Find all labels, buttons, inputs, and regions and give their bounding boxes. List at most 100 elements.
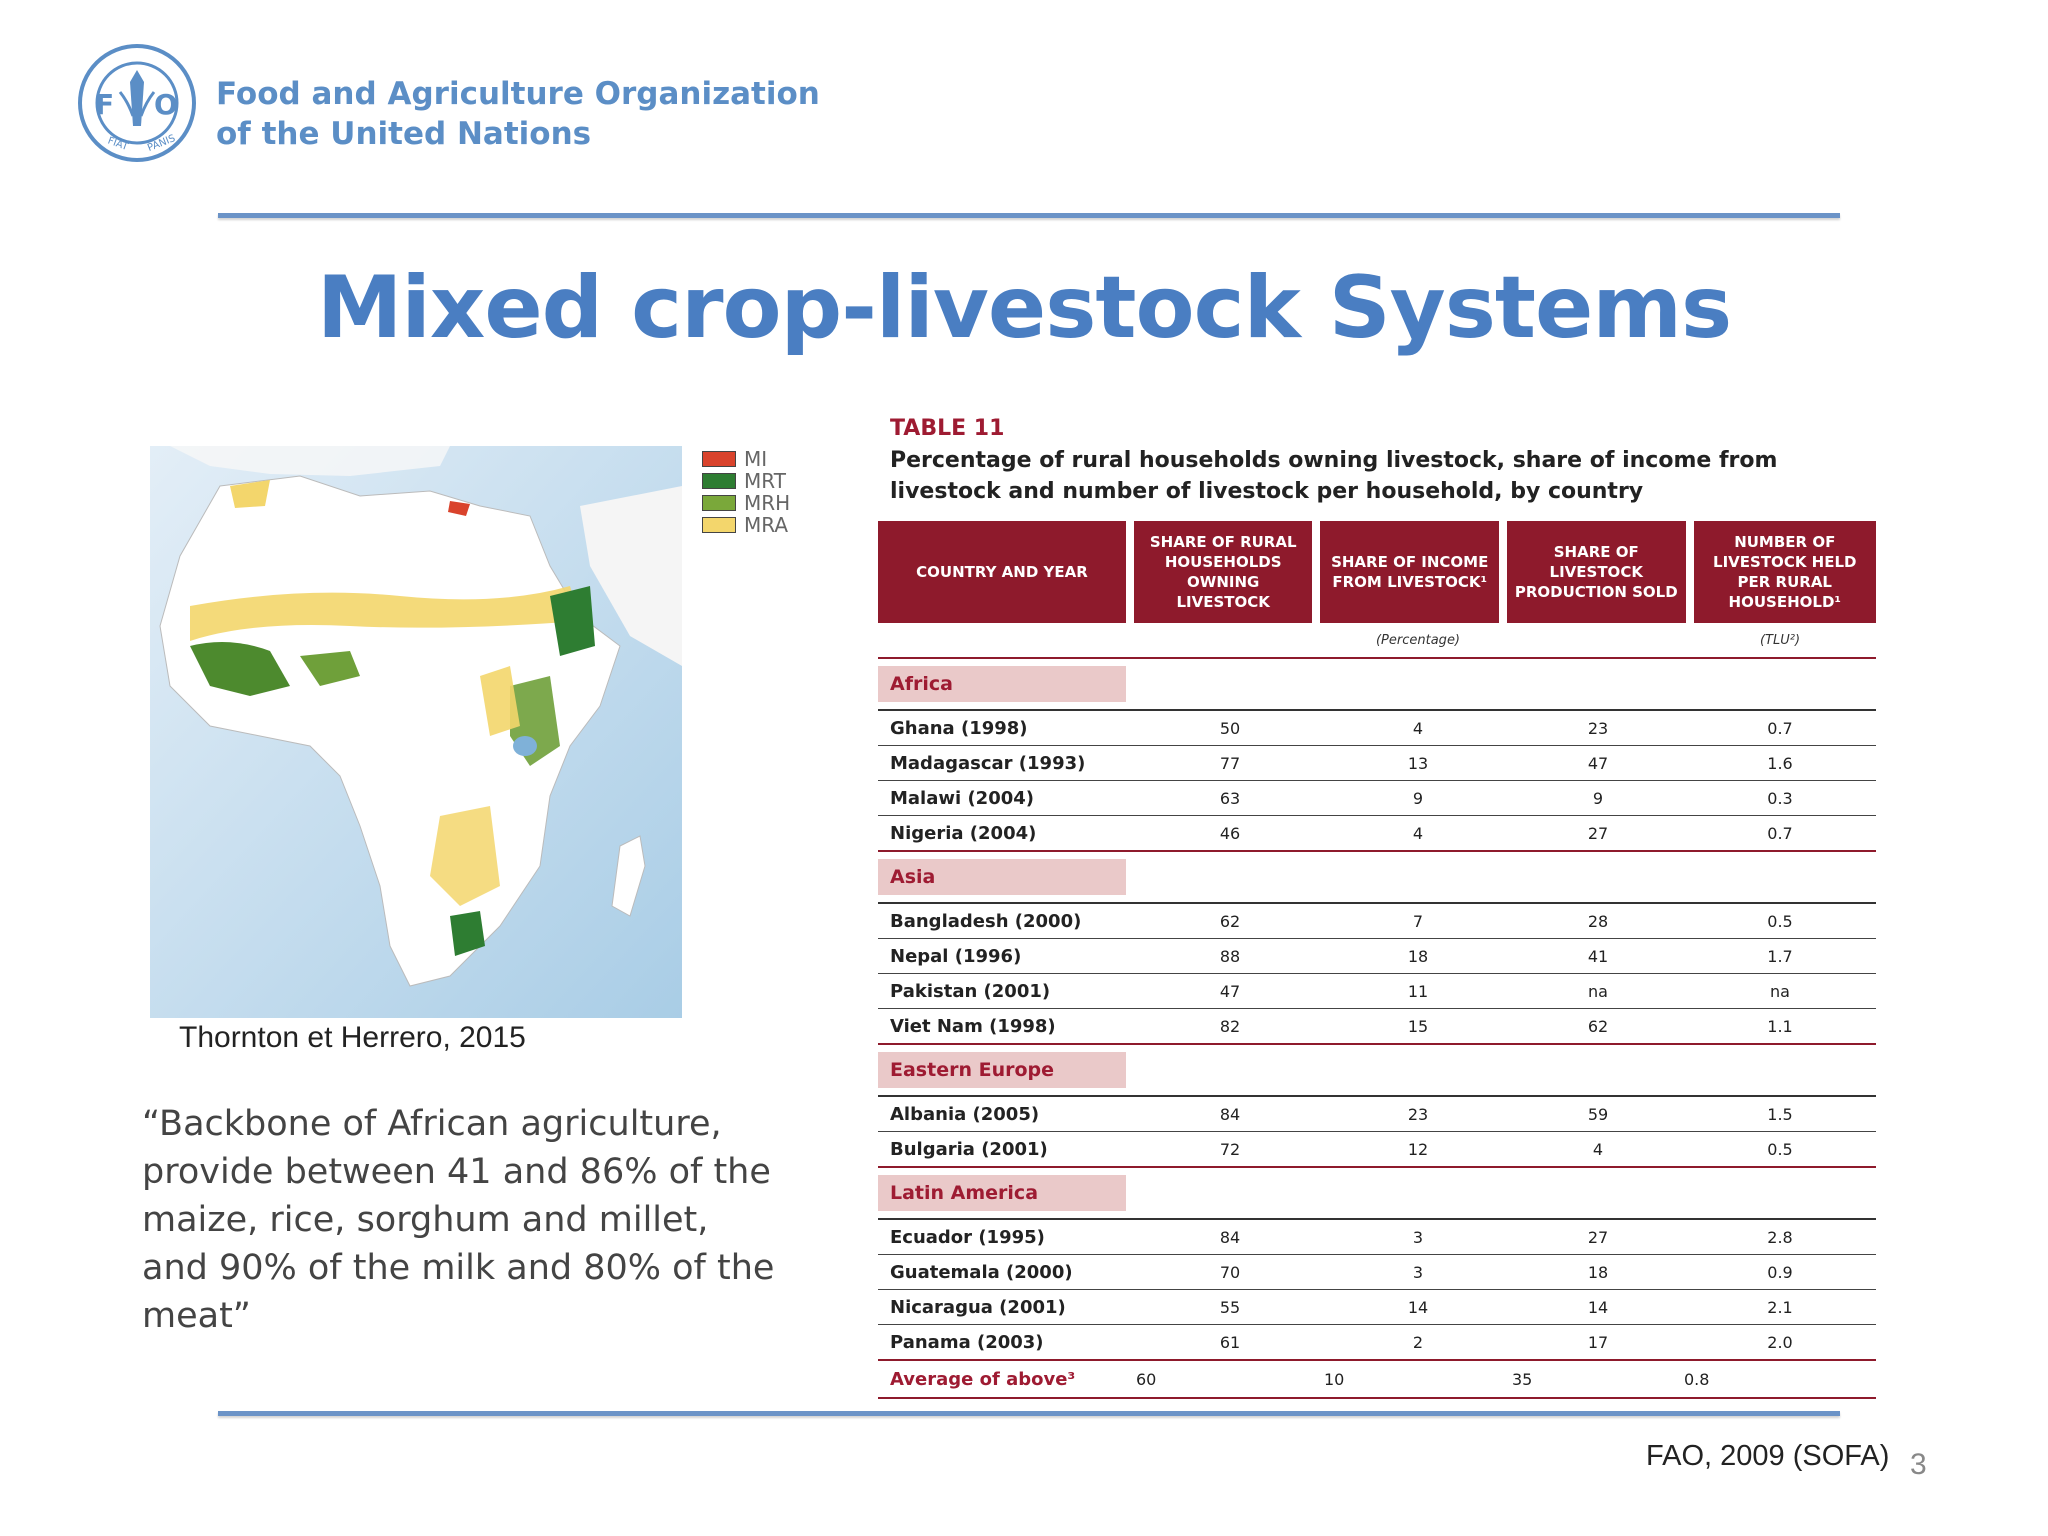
table-label: TABLE 11 [890,416,1005,441]
value-cell: 17 [1587,1332,1609,1352]
average-value: 35 [1512,1369,1533,1389]
country-cell: Ecuador (1995) [890,1226,1045,1248]
value-cell: 14 [1407,1297,1429,1317]
value-cell: 47 [1219,981,1241,1001]
unit-tlu: (TLU²) [1759,632,1801,648]
value-cell: 2.8 [1767,1227,1793,1247]
region-row: Africa [878,659,1876,711]
country-cell: Viet Nam (1998) [890,1015,1056,1037]
table-row: Malawi (2004) 63 9 9 0.3 [878,781,1876,816]
value-cell: na [1770,981,1790,1001]
country-cell: Bangladesh (2000) [890,910,1082,932]
value-cell: 70 [1219,1262,1241,1282]
value-cell: 77 [1219,753,1241,773]
average-label: Average of above³ [890,1368,1076,1390]
value-cell: 0.9 [1767,1262,1793,1282]
value-cell: 63 [1219,788,1241,808]
table-average-row: Average of above³ 60 10 35 0.8 [878,1361,1876,1399]
value-cell: 59 [1587,1104,1609,1124]
org-name-line2: of the United Nations [216,116,592,152]
header-share-sold: SHARE OF LIVESTOCK PRODUCTION SOLD [1506,521,1686,623]
country-cell: Pakistan (2001) [890,980,1051,1002]
region-label: Asia [878,859,1126,895]
region-row: Latin America [878,1168,1876,1220]
value-cell: 1.5 [1767,1104,1793,1124]
country-cell: Nigeria (2004) [890,822,1037,844]
table-row: Ecuador (1995) 84 3 27 2.8 [878,1220,1876,1255]
value-cell: 11 [1407,981,1429,1001]
value-cell: 27 [1587,1227,1609,1247]
value-cell: 88 [1219,946,1241,966]
unit-percentage: (Percentage) [1375,632,1461,648]
value-cell: 18 [1587,1262,1609,1282]
table-row: Nepal (1996) 88 18 41 1.7 [878,939,1876,974]
top-divider [218,213,1840,218]
value-cell: 18 [1407,946,1429,966]
value-cell: 28 [1587,911,1609,931]
country-cell: Nepal (1996) [890,945,1022,967]
table-row: Albania (2005) 84 23 59 1.5 [878,1097,1876,1132]
value-cell: 46 [1219,823,1241,843]
value-cell: 13 [1407,753,1429,773]
legend-label-mrt: MRT [744,469,786,493]
value-cell: 72 [1219,1139,1241,1159]
country-cell: Madagascar (1993) [890,752,1086,774]
value-cell: 61 [1219,1332,1241,1352]
value-cell: 0.7 [1767,718,1793,738]
table-body: Africa Ghana (1998) 50 4 23 0.7 Madagascar (19… [878,659,1876,1361]
value-cell: na [1588,981,1608,1001]
legend-item-mrt: MRT [702,469,790,493]
value-cell: 23 [1587,718,1609,738]
legend-label-mrh: MRH [744,491,791,515]
country-cell: Ghana (1998) [890,717,1028,739]
fao-logo-icon: F O FIAT PANIS [78,44,196,162]
value-cell: 47 [1587,753,1609,773]
table-row: Bangladesh (2000) 62 7 28 0.5 [878,904,1876,939]
bottom-divider [218,1411,1840,1416]
value-cell: 15 [1407,1016,1429,1036]
region-row: Asia [878,852,1876,904]
value-cell: 1.1 [1767,1016,1793,1036]
header-number-livestock: NUMBER OF LIVESTOCK HELD PER RURAL HOUSE… [1693,521,1877,623]
country-cell: Nicaragua (2001) [890,1296,1066,1318]
value-cell: 50 [1219,718,1241,738]
legend-item-mra: MRA [702,513,790,537]
value-cell: 82 [1219,1016,1241,1036]
region-label: Eastern Europe [878,1052,1126,1088]
header-share-income: SHARE OF INCOME FROM LIVESTOCK¹ [1320,521,1499,623]
country-cell: Guatemala (2000) [890,1261,1073,1283]
average-value: 60 [1136,1369,1157,1389]
value-cell: 0.5 [1767,911,1793,931]
legend-swatch-mrh [702,495,736,511]
slide-title: Mixed crop-livestock Systems [316,258,1732,358]
source-citation: FAO, 2009 (SOFA) [1646,1440,1890,1472]
table-row: Guatemala (2000) 70 3 18 0.9 [878,1255,1876,1290]
table-units-row: (Percentage) (TLU²) [878,623,1876,659]
value-cell: 7 [1412,911,1424,931]
legend-swatch-mrt [702,473,736,489]
value-cell: 14 [1587,1297,1609,1317]
average-value: 10 [1324,1369,1345,1389]
svg-text:FIAT: FIAT [106,136,130,154]
table-row: Bulgaria (2001) 72 12 4 0.5 [878,1132,1876,1168]
value-cell: 2.1 [1767,1297,1793,1317]
table-row: Panama (2003) 61 2 17 2.0 [878,1325,1876,1361]
value-cell: 4 [1592,1139,1604,1159]
table-row: Pakistan (2001) 47 11 na na [878,974,1876,1009]
country-cell: Panama (2003) [890,1331,1044,1353]
value-cell: 3 [1412,1262,1424,1282]
value-cell: 23 [1407,1104,1429,1124]
value-cell: 55 [1219,1297,1241,1317]
quote-text: “Backbone of African agriculture, provid… [142,1104,775,1336]
value-cell: 3 [1412,1227,1424,1247]
org-name-line1: Food and Agriculture Organization [216,76,820,112]
value-cell: 4 [1412,718,1424,738]
value-cell: 62 [1219,911,1241,931]
value-cell: 41 [1587,946,1609,966]
table-row: Viet Nam (1998) 82 15 62 1.1 [878,1009,1876,1045]
value-cell: 0.3 [1767,788,1793,808]
country-cell: Malawi (2004) [890,787,1034,809]
region-row: Eastern Europe [878,1045,1876,1097]
value-cell: 1.7 [1767,946,1793,966]
map-legend: MI MRT MRH MRA [702,447,791,537]
